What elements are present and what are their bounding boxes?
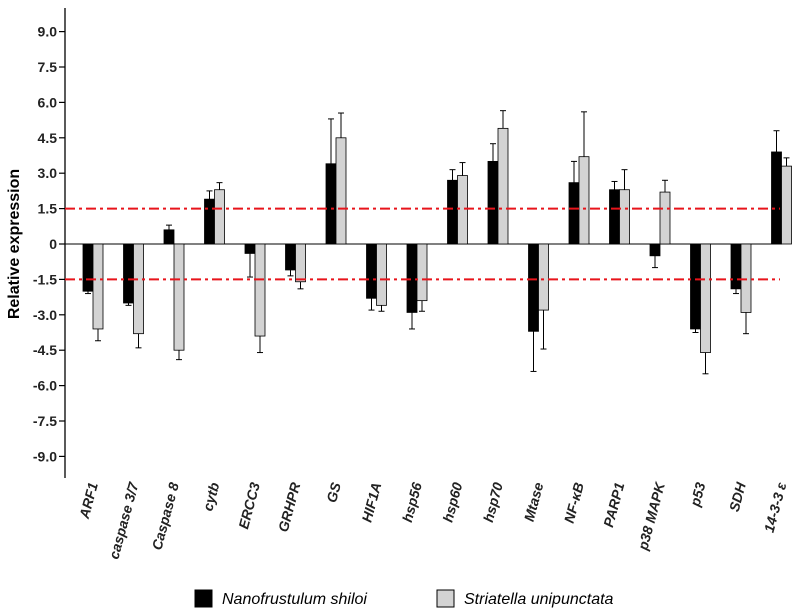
legend-label-nanofrustulum: Nanofrustulum shiloi <box>222 591 367 608</box>
bar-striatella <box>619 189 630 245</box>
x-category-label: Caspase 8 <box>149 480 182 551</box>
y-tick-label: 1.5 <box>38 201 58 217</box>
bar-striatella <box>659 191 671 245</box>
x-category-label: GRHPR <box>275 480 304 534</box>
bar-nanofrustulum <box>528 243 539 332</box>
bar-nanofrustulum <box>609 189 620 245</box>
y-tick-label: 0 <box>49 236 57 252</box>
x-category-label: hsp70 <box>480 480 506 523</box>
bar-nanofrustulum <box>82 243 94 292</box>
y-tick-label: 3.0 <box>38 165 58 181</box>
bar-striatella <box>740 243 752 313</box>
bar-striatella <box>538 243 549 311</box>
bar-nanofrustulum <box>649 243 661 257</box>
y-tick-label: 4.5 <box>38 130 58 146</box>
y-tick-label: -1.5 <box>33 271 57 287</box>
y-ticks: 9.0 7.5 6.0 4.5 3.0 1.5 0 -1.5 -3.0 -4.5 -6.0 -7.5 -… <box>33 24 65 464</box>
x-category-label: p38 MAPK <box>634 480 668 553</box>
y-tick-label: 6.0 <box>38 94 58 110</box>
bar-striatella <box>173 243 185 351</box>
legend: Nanofrustulum shiloi Striatella unipunct… <box>194 589 614 608</box>
bar-nanofrustulum <box>406 243 418 313</box>
x-category-labels: ARF1 caspase 3/7 Caspase 8 cytb ERCC3 GRHPR GS… <box>76 479 790 560</box>
bar-striatella <box>133 243 144 335</box>
bar-striatella <box>376 243 387 306</box>
legend-swatch-nanofrustulum <box>194 589 213 608</box>
bar-striatella <box>578 156 590 245</box>
x-category-label: NF-κB <box>561 481 587 525</box>
legend-swatch-striatella <box>436 589 455 608</box>
y-tick-label: -3.0 <box>33 307 57 323</box>
bar-striatella <box>457 175 468 245</box>
y-tick-label: -6.0 <box>33 378 57 394</box>
x-category-label: hsp60 <box>439 480 465 523</box>
y-axis-label: Relative expression <box>6 169 23 319</box>
x-category-label: cytb <box>199 480 222 512</box>
y-axis: 9.0 7.5 6.0 4.5 3.0 1.5 0 -1.5 -3.0 -4.5 -6.0 -7.5 -… <box>33 8 66 478</box>
y-tick-label: 9.0 <box>38 24 58 40</box>
bar-nanofrustulum <box>285 243 296 271</box>
bar-nanofrustulum <box>123 243 134 304</box>
bar-striatella <box>295 243 306 283</box>
bar-striatella <box>335 137 347 245</box>
threshold-lines <box>65 207 780 281</box>
bar-nanofrustulum <box>568 182 580 245</box>
x-category-label: ARF1 <box>76 480 101 521</box>
bar-nanofrustulum <box>244 243 256 254</box>
bar-nanofrustulum <box>325 163 337 245</box>
x-category-label: ERCC3 <box>235 480 263 530</box>
bar-striatella <box>416 243 428 302</box>
bar-striatella <box>700 243 711 353</box>
bar-nanofrustulum <box>366 243 377 299</box>
x-category-label: p53 <box>686 480 708 509</box>
x-category-label: caspase 3/7 <box>106 479 142 560</box>
bar-striatella <box>254 243 266 337</box>
y-tick-label: -9.0 <box>33 448 57 464</box>
y-tick-label: -7.5 <box>33 413 57 429</box>
bar-striatella <box>92 243 104 330</box>
bar-striatella <box>497 127 509 245</box>
bar-marks <box>82 110 792 375</box>
bar-nanofrustulum <box>730 243 742 290</box>
x-category-label: GS <box>323 480 344 504</box>
x-category-label: SDH <box>726 480 749 514</box>
bar-nanofrustulum <box>487 160 499 245</box>
x-category-label: PARP1 <box>600 480 627 528</box>
x-category-label: Mtase <box>521 480 547 523</box>
y-tick-label: 7.5 <box>38 59 58 75</box>
bar-nanofrustulum <box>204 198 215 245</box>
y-tick-label: -4.5 <box>33 342 57 358</box>
bar-nanofrustulum <box>690 243 701 330</box>
bar-nanofrustulum <box>163 229 175 245</box>
bar-striatella <box>781 165 792 245</box>
x-category-label: HIF1A <box>358 481 384 524</box>
legend-label-striatella: Striatella unipunctata <box>464 591 614 608</box>
x-category-label: hsp56 <box>399 480 425 523</box>
x-category-label: 14-3-3 ε <box>761 480 790 534</box>
bar-nanofrustulum <box>447 179 458 245</box>
bar-nanofrustulum <box>771 151 782 245</box>
bar-striatella <box>214 189 225 245</box>
